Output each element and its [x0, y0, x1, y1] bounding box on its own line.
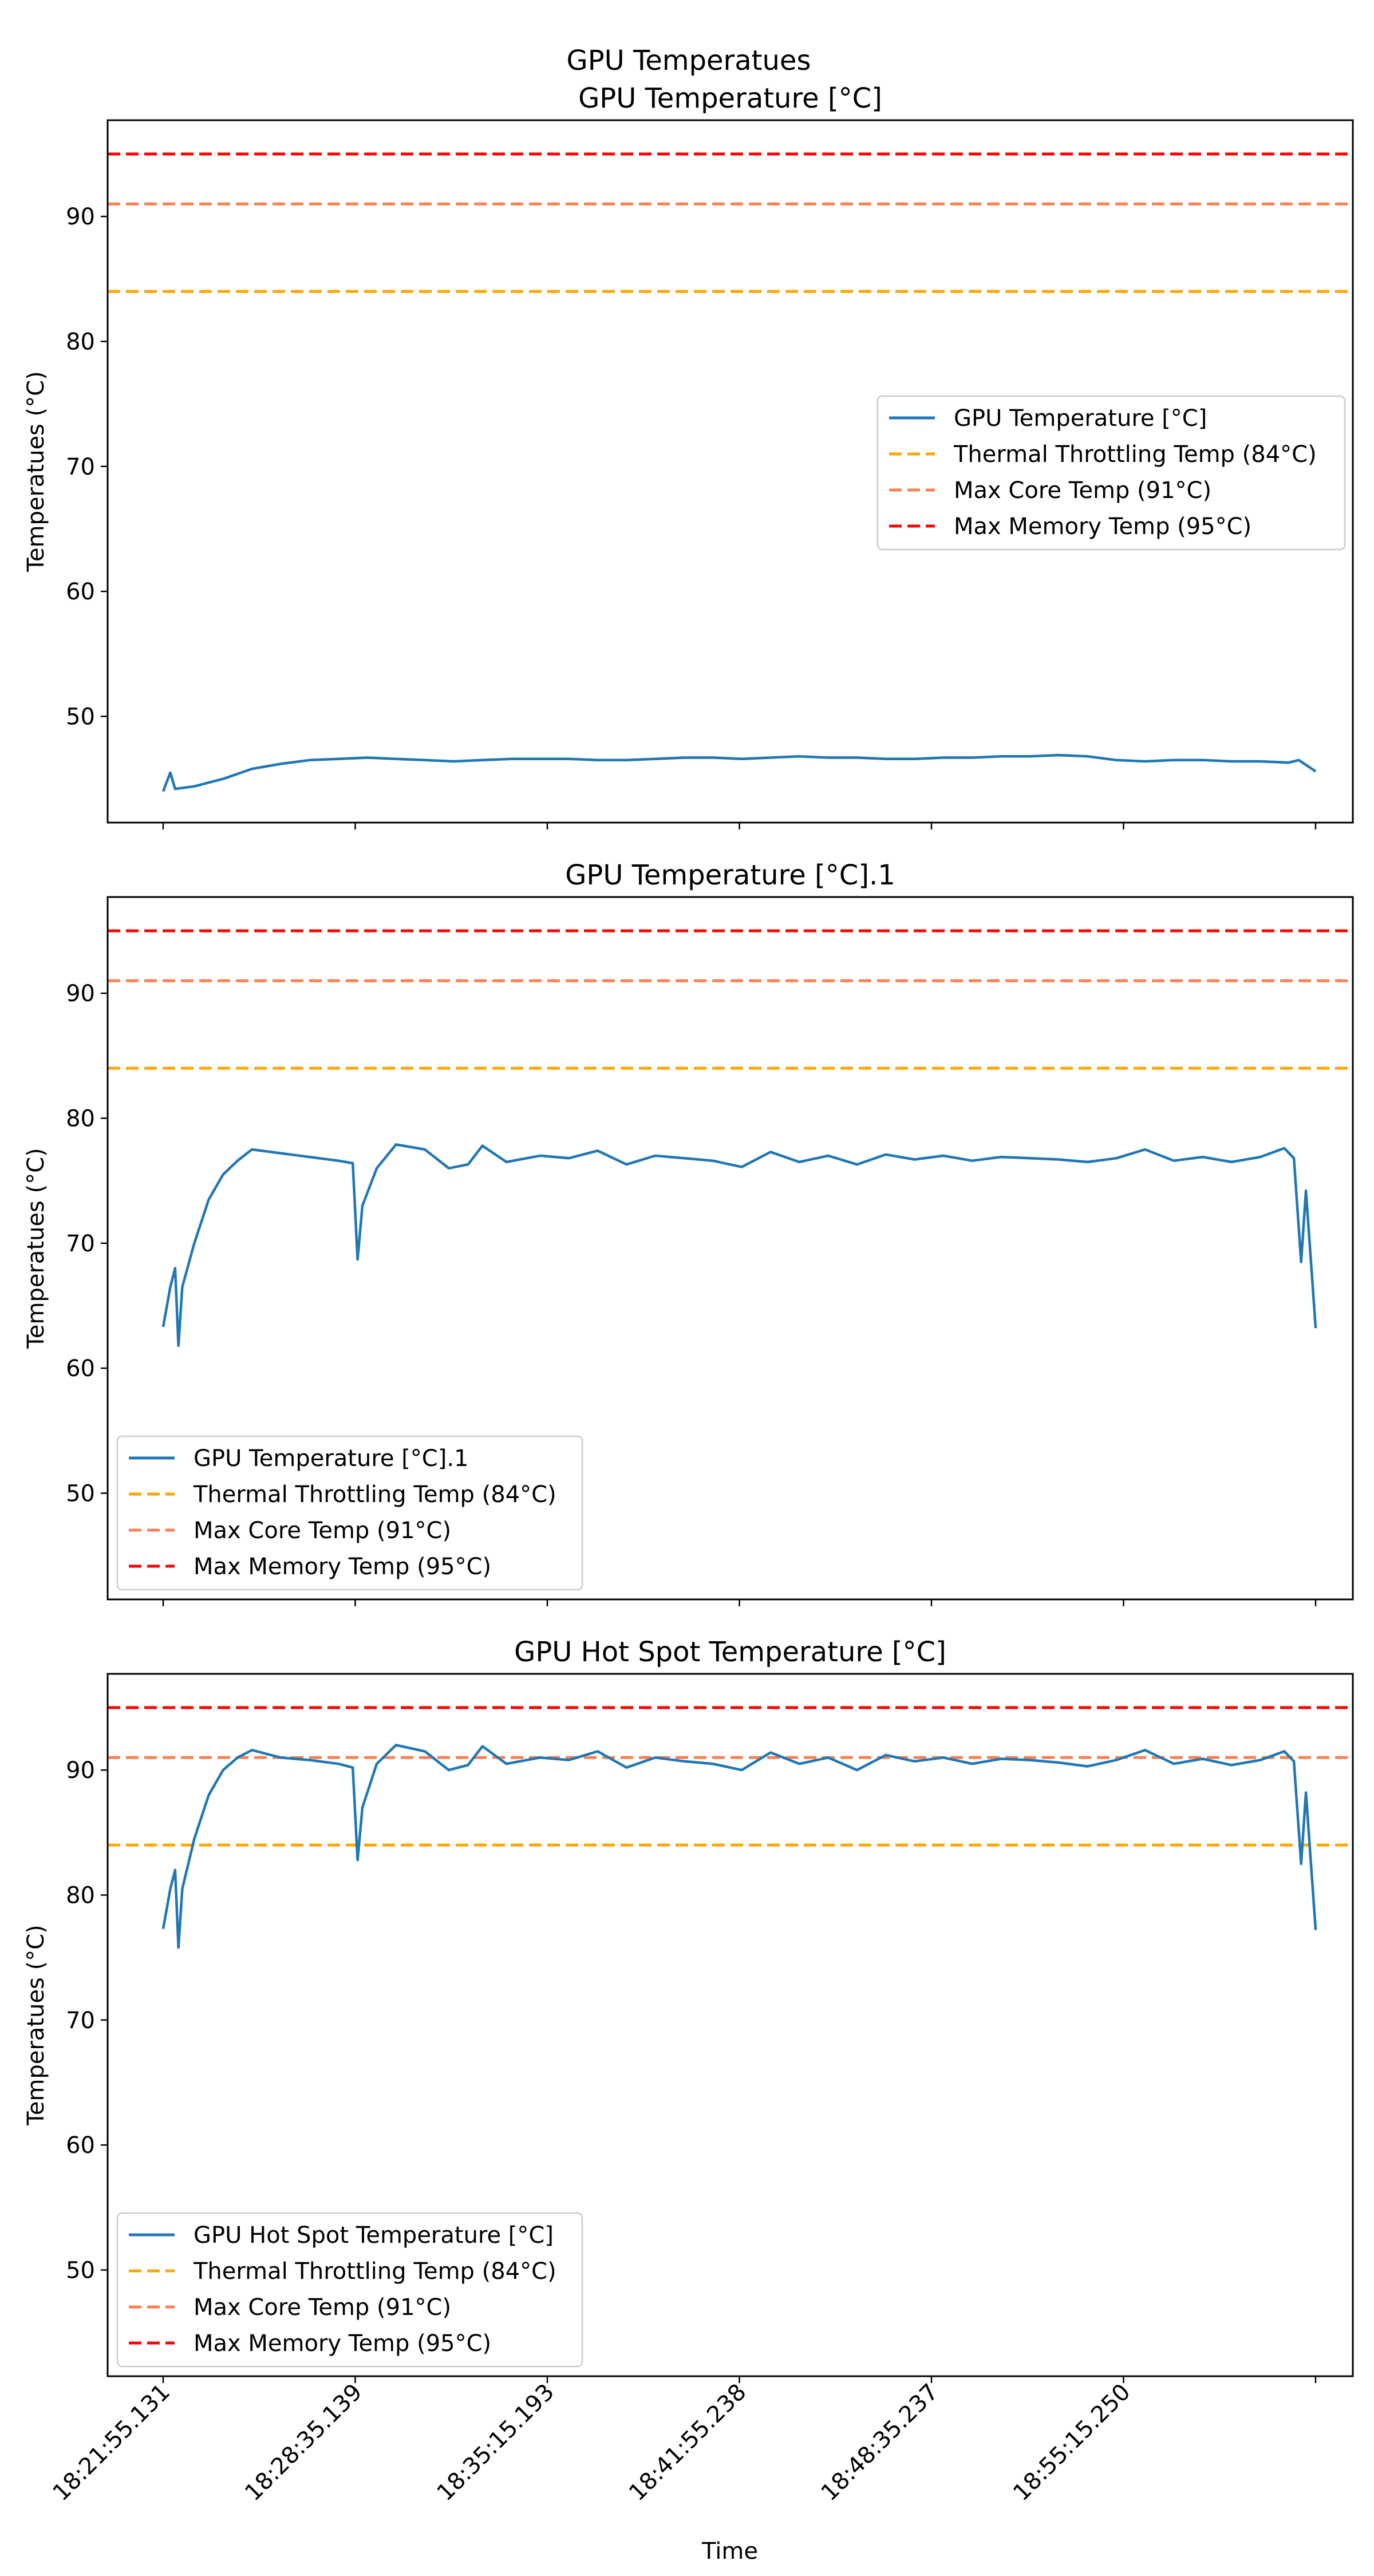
legend: GPU Temperature [°C] Thermal Throttling T…	[876, 395, 1346, 551]
axes-frame	[106, 119, 1354, 824]
legend-label: Max Core Temp (91°C)	[194, 1518, 451, 1544]
y-tick-label: 80	[66, 1105, 95, 1132]
y-tick-label: 90	[66, 981, 95, 1007]
legend-label: Max Core Temp (91°C)	[194, 2294, 451, 2321]
chart-panel-1: GPU Temperature [°C] Temperatues (°C) 50 60…	[23, 82, 1354, 829]
legend-box	[116, 1435, 583, 1591]
y-tick-label: 70	[66, 454, 95, 480]
legend-label: Max Core Temp (91°C)	[954, 477, 1211, 504]
y-axis-label: Temperatues (°C)	[23, 1925, 49, 2126]
legend-label: Thermal Throttling Temp (84°C)	[953, 441, 1317, 468]
legend-label: Thermal Throttling Temp (84°C)	[193, 1481, 556, 1508]
y-tick-label: 50	[66, 1480, 95, 1507]
legend-label: Max Memory Temp (95°C)	[194, 2330, 491, 2357]
panel-title: GPU Hot Spot Temperature [°C]	[514, 1636, 946, 1668]
series-line	[161, 1744, 1317, 1949]
axes-frame	[106, 1673, 1354, 2377]
figure-xlabel: Time	[701, 2538, 758, 2565]
y-tick-label: 60	[66, 1356, 95, 1382]
legend-label: GPU Hot Spot Temperature [°C]	[194, 2222, 554, 2249]
legend-label: Max Memory Temp (95°C)	[194, 1554, 491, 1580]
series-line	[161, 753, 1317, 792]
panel-title: GPU Temperature [°C].1	[565, 859, 895, 891]
legend-label: GPU Temperature [°C].1	[194, 1445, 469, 1472]
panel-title: GPU Temperature [°C]	[578, 82, 882, 114]
y-axis-label: Temperatues (°C)	[23, 371, 49, 572]
y-tick-label: 60	[66, 2132, 95, 2159]
legend-box	[876, 395, 1346, 551]
y-tick-label: 80	[66, 1882, 95, 1909]
chart-panel-2: GPU Temperature [°C].1 Temperatues (°C) 50…	[23, 859, 1354, 1606]
series-line	[161, 1143, 1317, 1348]
legend-box	[116, 2212, 583, 2368]
y-tick-label: 70	[66, 2008, 95, 2034]
y-axis-label: Temperatues (°C)	[23, 1148, 49, 1349]
legend: GPU Hot Spot Temperature [°C] Thermal Thr…	[116, 2212, 583, 2368]
y-tick-label: 50	[66, 2257, 95, 2283]
y-tick-label: 70	[66, 1231, 95, 1257]
y-tick-label: 80	[66, 329, 95, 355]
y-tick-label: 50	[66, 704, 95, 730]
y-tick-label: 90	[66, 1757, 95, 1784]
y-tick-label: 90	[66, 204, 95, 230]
figure-suptitle: GPU Temperatues	[567, 45, 811, 77]
y-tick-label: 60	[66, 579, 95, 605]
axes-frame	[106, 896, 1354, 1601]
legend-label: Max Memory Temp (95°C)	[954, 513, 1251, 540]
legend-label: GPU Temperature [°C]	[954, 405, 1207, 432]
legend-label: Thermal Throttling Temp (84°C)	[193, 2258, 556, 2285]
legend: GPU Temperature [°C].1 Thermal Throttling…	[116, 1435, 583, 1591]
